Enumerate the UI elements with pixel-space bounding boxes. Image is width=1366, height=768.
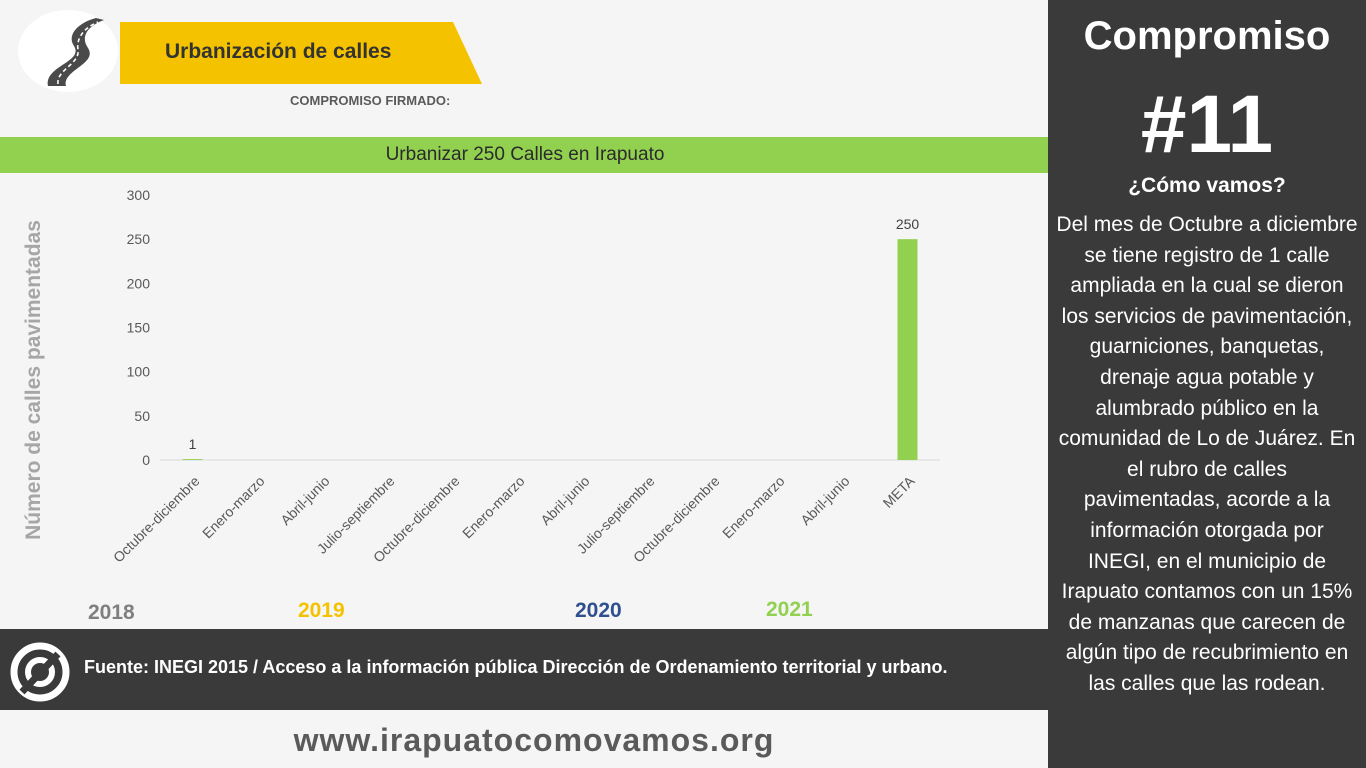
data-label: 250 (896, 216, 920, 232)
category-label: Abril-junio (537, 473, 592, 528)
commitment-number: #11 (1140, 79, 1274, 170)
data-label: 1 (189, 436, 197, 452)
goal-banner: Urbanizar 250 Calles en Irapuato (0, 137, 1050, 173)
panel-subtitle: ¿Cómo vamos? (1128, 174, 1286, 197)
panel-body-text: Del mes de Octubre a diciembre se tiene … (1056, 213, 1358, 695)
year-label-2018: 2018 (88, 601, 135, 624)
source-logo-icon (8, 640, 72, 709)
category-label: Octubre-diciembre (110, 473, 203, 566)
category-label: META (880, 472, 919, 511)
category-label: Enero-marzo (199, 473, 268, 542)
header-title: Urbanización de calles (165, 40, 392, 63)
y-tick-label: 250 (127, 231, 151, 247)
y-tick-label: 200 (127, 275, 151, 291)
source-text: Fuente: INEGI 2015 / Acceso a la informa… (84, 657, 948, 677)
y-tick-label: 0 (142, 452, 150, 468)
category-label: Enero-marzo (719, 473, 788, 542)
category-label: Enero-marzo (459, 473, 528, 542)
bar-chart: 0501001502002503001Octubre-diciembreEner… (22, 187, 940, 566)
bar (182, 459, 203, 460)
y-tick-label: 100 (127, 364, 151, 380)
year-label-2021: 2021 (766, 598, 813, 621)
y-tick-label: 150 (127, 320, 151, 336)
category-label: Abril-junio (277, 473, 332, 528)
website-url[interactable]: www.irapuatocomovamos.org (293, 722, 775, 758)
goal-text: Urbanizar 250 Calles en Irapuato (385, 144, 665, 165)
panel-title: Compromiso (1083, 14, 1331, 58)
source-bar (0, 629, 1048, 710)
road-icon (18, 10, 118, 92)
header-banner (120, 22, 482, 84)
y-tick-label: 300 (127, 187, 151, 203)
y-axis-label: Número de calles pavimentadas (22, 220, 45, 540)
year-label-2019: 2019 (298, 599, 345, 622)
compromiso-firmado-label: COMPROMISO FIRMADO: (290, 93, 451, 108)
commitment-panel: Compromiso #11 ¿Cómo vamos? Del mes de O… (1048, 0, 1366, 768)
bar (897, 239, 918, 460)
category-label: Abril-junio (797, 473, 852, 528)
y-tick-label: 50 (134, 408, 150, 424)
year-label-2020: 2020 (575, 599, 622, 622)
